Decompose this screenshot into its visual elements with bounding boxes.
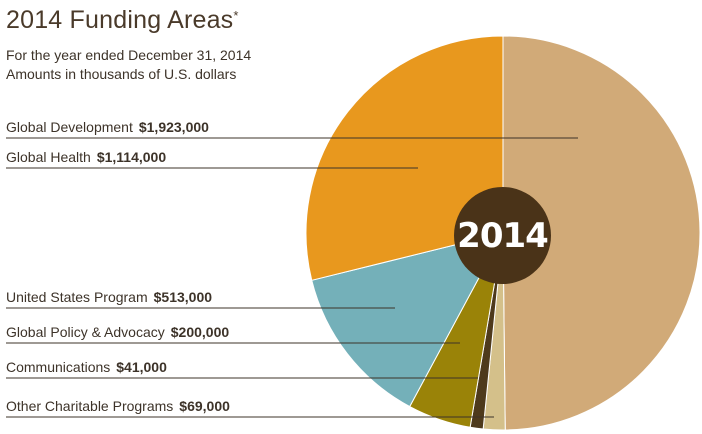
subtitle-period: For the year ended December 31, 2014 [6,47,252,63]
legend-label-global-policy-advocacy: Global Policy & Advocacy $200,000 [6,324,230,340]
legend-label-global-health: Global Health $1,114,000 [6,149,167,165]
chart-title: 2014 Funding Areas* [6,6,239,34]
center-year-badge: 2014 [454,187,551,284]
pie-slice-united-states-program [311,232,504,408]
title-footnote-mark: * [233,8,239,23]
legend-label-communications: Communications $41,000 [6,359,167,375]
subtitle-units: Amounts in thousands of U.S. dollars [6,66,237,82]
pie-slice-global-development [502,35,701,431]
legend-label-united-states-program: United States Program $513,000 [6,289,213,305]
legend-label-global-development: Global Development $1,923,000 [6,119,209,135]
pie-slice-global-health [305,35,504,281]
legend-label-other-charitable-programs: Other Charitable Programs $69,000 [6,398,230,414]
